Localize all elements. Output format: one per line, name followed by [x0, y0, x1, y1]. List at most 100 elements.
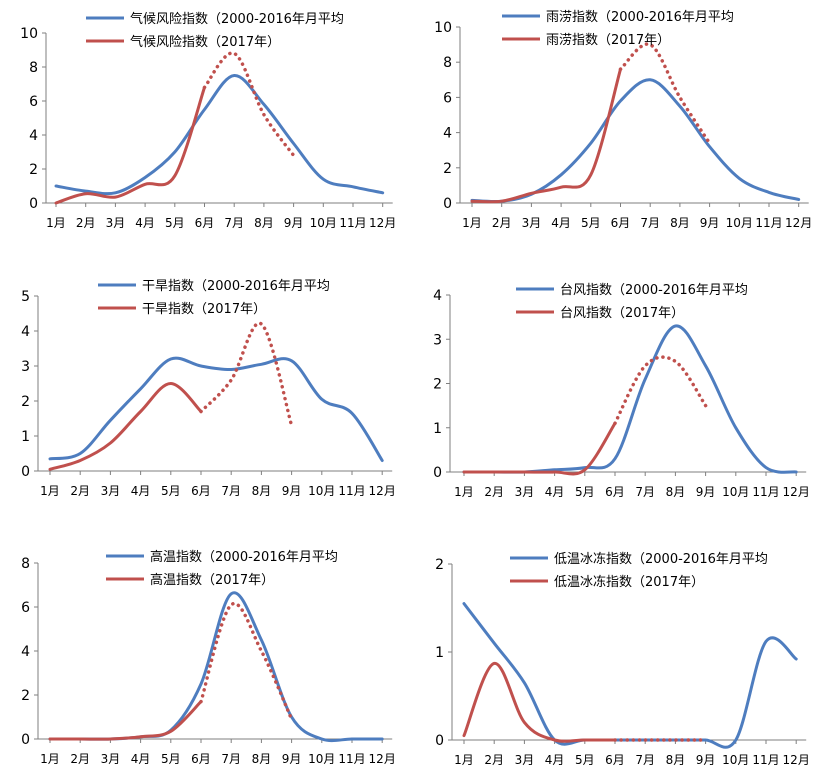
- x-tick-label: 5月: [161, 752, 181, 766]
- series-line-2: [462, 661, 617, 743]
- y-tick-label: 1: [433, 421, 442, 437]
- x-tick-label: 12月: [785, 216, 812, 230]
- x-tick-label: 6月: [611, 216, 631, 230]
- y-tick-label: 6: [29, 94, 38, 110]
- y-tick-label: 1: [21, 429, 30, 445]
- x-tick-label: 2月: [70, 484, 90, 498]
- y-tick-label: 0: [443, 196, 452, 212]
- y-tick-label: 4: [21, 324, 30, 340]
- x-tick-label: 2月: [70, 752, 90, 766]
- x-tick-label: 6月: [605, 485, 625, 499]
- x-tick-label: 10月: [722, 485, 749, 499]
- x-tick-label: 4月: [551, 216, 571, 230]
- legend-label: 台风指数（2017年）: [560, 306, 684, 321]
- x-tick-label: 11月: [752, 753, 779, 767]
- x-tick-label: 11月: [755, 216, 782, 230]
- series-line-2: [48, 700, 203, 741]
- x-tick-label: 9月: [696, 753, 716, 767]
- legend-label: 低温冰冻指数（2017年）: [554, 574, 704, 590]
- x-tick-label: 9月: [696, 485, 716, 499]
- y-tick-label: 10: [20, 26, 38, 42]
- x-tick-label: 2月: [484, 753, 504, 767]
- y-tick-label: 2: [443, 161, 452, 177]
- series-line-2: [470, 67, 622, 204]
- x-tick-label: 12月: [369, 484, 396, 498]
- x-tick-label: 3月: [101, 484, 121, 498]
- y-tick-label: 2: [435, 557, 444, 573]
- x-tick-label: 9月: [282, 484, 302, 498]
- y-tick-label: 10: [434, 20, 452, 36]
- y-tick-label: 5: [21, 289, 30, 305]
- x-tick-label: 12月: [369, 752, 396, 766]
- x-tick-label: 7月: [221, 484, 241, 498]
- x-tick-label: 10月: [726, 216, 753, 230]
- x-tick-label: 6月: [605, 753, 625, 767]
- x-tick-label: 4月: [135, 216, 155, 230]
- x-tick-label: 8月: [252, 752, 272, 766]
- y-tick-label: 8: [29, 60, 38, 76]
- x-tick-label: 8月: [666, 485, 686, 499]
- series-line-1: [462, 324, 798, 474]
- x-tick-label: 3月: [515, 753, 535, 767]
- y-tick-label: 1: [435, 645, 444, 661]
- legend-label: 台风指数（2000-2016年月平均: [560, 283, 748, 298]
- y-tick-label: 4: [433, 288, 442, 304]
- y-tick-label: 0: [21, 732, 30, 748]
- legend-label: 气候风险指数（2017年）: [130, 34, 280, 50]
- y-tick-label: 2: [21, 688, 30, 704]
- x-tick-label: 10月: [722, 753, 749, 767]
- x-tick-label: 5月: [575, 753, 595, 767]
- x-tick-label: 9月: [284, 216, 304, 230]
- x-tick-label: 1月: [454, 753, 474, 767]
- series-line-3: [199, 601, 294, 721]
- y-tick-label: 6: [21, 600, 30, 616]
- x-tick-label: 12月: [369, 216, 396, 230]
- x-tick-label: 7月: [635, 753, 655, 767]
- y-tick-label: 2: [433, 377, 442, 393]
- x-tick-label: 10月: [310, 216, 337, 230]
- x-tick-label: 7月: [224, 216, 244, 230]
- chart-2: 0 2 4 6 8 10 1月 2月 3月 4月 5月 6月 7月 8月 9月 10月 11月 12月 雨涝指数（2…: [434, 9, 812, 230]
- x-tick-label: 7月: [640, 216, 660, 230]
- series-line-3: [202, 51, 296, 158]
- y-tick-label: 0: [21, 464, 30, 480]
- x-tick-label: 1月: [40, 752, 60, 766]
- legend-label: 高温指数（2000-2016年月平均: [150, 549, 338, 565]
- x-tick-label: 10月: [308, 752, 335, 766]
- x-tick-label: 5月: [161, 484, 181, 498]
- series-line-3: [618, 42, 712, 145]
- series-line-1: [462, 602, 798, 749]
- x-tick-label: 2月: [484, 485, 504, 499]
- x-tick-label: 8月: [666, 753, 686, 767]
- x-tick-label: 3月: [106, 216, 126, 230]
- x-tick-label: 9月: [700, 216, 720, 230]
- series-line-1: [470, 78, 801, 204]
- x-tick-label: 8月: [252, 484, 272, 498]
- x-tick-label: 11月: [338, 484, 365, 498]
- x-tick-label: 5月: [581, 216, 601, 230]
- x-tick-label: 11月: [339, 216, 366, 230]
- legend-label: 雨涝指数（2017年）: [546, 32, 670, 48]
- series-line-3: [613, 355, 708, 426]
- y-tick-label: 3: [433, 332, 442, 348]
- x-tick-label: 5月: [575, 485, 595, 499]
- y-tick-label: 6: [443, 90, 452, 106]
- x-tick-label: 6月: [195, 216, 215, 230]
- x-tick-label: 4月: [545, 753, 565, 767]
- y-tick-label: 8: [443, 55, 452, 71]
- x-tick-label: 6月: [191, 484, 211, 498]
- x-tick-label: 10月: [308, 484, 335, 498]
- y-tick-label: 4: [21, 644, 30, 660]
- legend-label: 干旱指数（2000-2016年月平均: [142, 279, 330, 294]
- x-tick-label: 1月: [46, 216, 66, 230]
- x-tick-label: 2月: [492, 216, 512, 230]
- x-tick-label: 2月: [76, 216, 96, 230]
- series-line-1: [54, 74, 385, 196]
- x-tick-label: 12月: [783, 753, 810, 767]
- x-tick-label: 8月: [670, 216, 690, 230]
- chart-6: 0 1 2 1月 2月 3月 4月 5月 6月 7月 8月 9月 10月 11月 12月 低温冰冻指数（200…: [435, 551, 810, 767]
- series-line-2: [48, 382, 203, 471]
- x-tick-label: 12月: [783, 485, 810, 499]
